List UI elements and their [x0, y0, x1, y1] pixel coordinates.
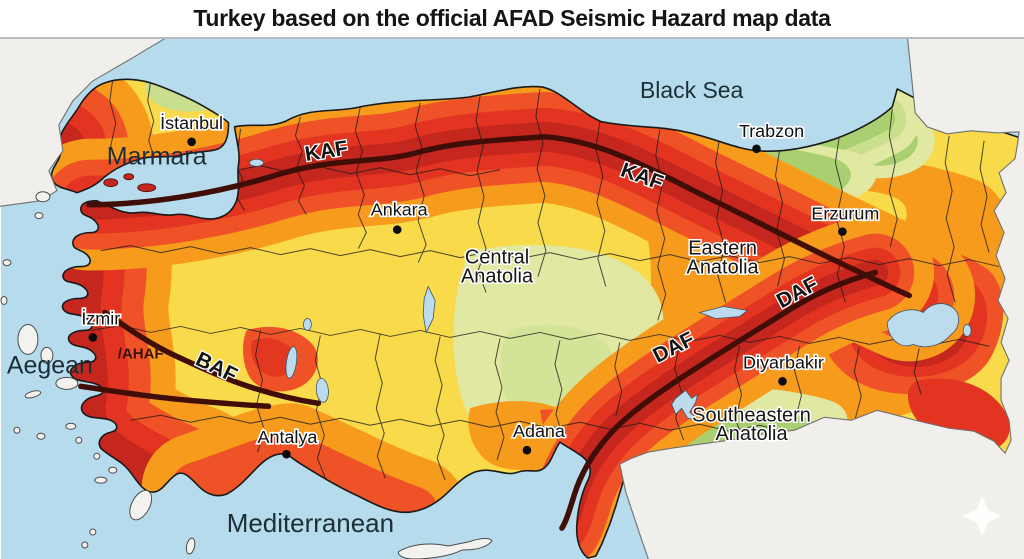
region-label-eastern-anatolia-line1: Eastern [688, 238, 757, 260]
title-bar: Turkey based on the official AFAD Seismi… [0, 0, 1024, 39]
city-dot-istanbul [187, 137, 196, 147]
city-dot-diyarbakir [778, 377, 787, 386]
city-label-adana: Adana [513, 421, 565, 441]
sea-label-aegean: Aegean [7, 351, 93, 379]
ataturk-reservoir [671, 389, 702, 421]
region-label-central-anatolia-line1: Central [465, 247, 529, 269]
city-dot-antalya [282, 449, 291, 459]
fault-label-ahaf: /AHAF [118, 345, 164, 362]
city-label-ankara: Ankara [371, 200, 428, 220]
islands [0, 173, 493, 559]
page-title: Turkey based on the official AFAD Seismi… [193, 5, 831, 31]
city-dot-erzurum [838, 227, 847, 236]
region-label-southeastern-anatolia-line2: Anatolia [715, 423, 788, 445]
lakes [249, 158, 972, 421]
city-dot-adana [522, 445, 532, 455]
hazard-map: Black Sea Marmara Aegean Mediterranean Centr… [0, 34, 1024, 559]
city-dot-izmir [88, 333, 98, 342]
city-dot-trabzon [752, 144, 761, 154]
city-label-istanbul: İstanbul [160, 113, 223, 133]
city-label-trabzon: Trabzon [739, 121, 804, 141]
balkans-land [0, 34, 172, 207]
lake-tuz [422, 285, 436, 334]
lake-van [886, 303, 960, 348]
city-label-izmir: İzmir [81, 308, 120, 328]
east-south-neighbours-land [619, 34, 1024, 559]
region-label-central-anatolia-line2: Anatolia [461, 266, 534, 288]
city-label-erzurum: Erzurum [811, 204, 879, 224]
region-label-eastern-anatolia-line2: Anatolia [687, 257, 760, 279]
province-borders [90, 79, 1000, 481]
city-dot-ankara [392, 225, 402, 234]
city-label-diyarbakir: Diyarbakir [743, 352, 824, 372]
city-label-antalya: Antalya [257, 427, 317, 447]
compass-star-icon [962, 496, 1003, 537]
map-labels: Black Sea Marmara Aegean Mediterranean Centr… [7, 77, 881, 538]
region-label-southeastern-anatolia-line1: Southeastern [692, 404, 811, 426]
sea-label-black-sea: Black Sea [640, 77, 744, 103]
sea-label-mediterranean: Mediterranean [227, 510, 394, 538]
neighbouring-countries [0, 34, 1024, 559]
sea-label-marmara: Marmara [107, 143, 207, 171]
